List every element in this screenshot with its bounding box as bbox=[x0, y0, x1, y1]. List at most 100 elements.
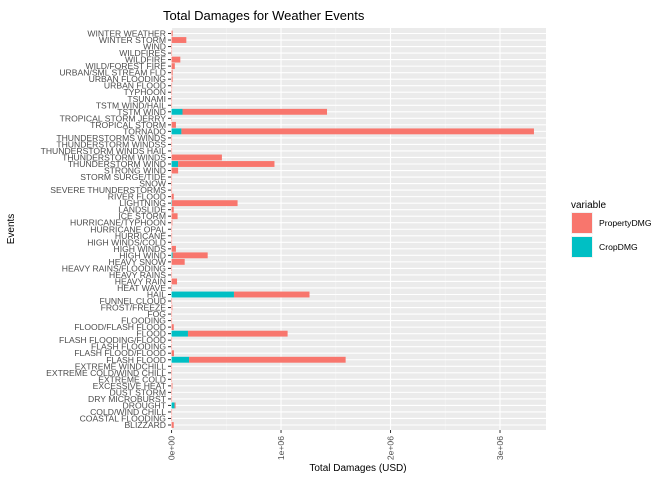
x-tick-label: 3e+06 bbox=[495, 436, 505, 460]
category-label: TROPICAL STORM JERRY bbox=[60, 113, 167, 123]
category-label: RIVER FLOOD bbox=[108, 192, 166, 202]
category-label: WINTER STORM bbox=[99, 35, 166, 45]
category-label: FROST/FREEZE bbox=[101, 303, 167, 313]
category-label: FLASH FLOODING/FLOOD bbox=[59, 335, 166, 345]
bar-cropdmg bbox=[171, 200, 173, 207]
category-label: HEAVY RAIN bbox=[115, 276, 166, 286]
bar-propertydmg bbox=[171, 30, 173, 37]
category-label: WIND bbox=[143, 42, 166, 52]
bar-propertydmg bbox=[172, 252, 208, 259]
category-label: HURRICANE/TYPHOON bbox=[70, 218, 166, 228]
y-axis-title: Events bbox=[6, 214, 17, 245]
bar-propertydmg bbox=[171, 285, 173, 291]
category-label: EXCESSIVE HEAT bbox=[93, 381, 167, 391]
bar-propertydmg bbox=[171, 95, 173, 102]
bar-propertydmg bbox=[171, 134, 173, 141]
category-label: STRONG WIND bbox=[104, 166, 166, 176]
bar-propertydmg bbox=[178, 161, 275, 167]
bar-propertydmg bbox=[171, 245, 176, 252]
bar-propertydmg bbox=[171, 271, 173, 278]
bar-propertydmg bbox=[171, 148, 173, 154]
bar-propertydmg bbox=[171, 102, 173, 109]
category-label: WINTER WEATHER bbox=[87, 29, 166, 39]
category-label: TSUNAMI bbox=[127, 94, 166, 104]
category-label: TSTM WIND/HAIL bbox=[96, 100, 166, 110]
bar-propertydmg bbox=[171, 298, 173, 304]
category-label: TSTM WIND bbox=[117, 107, 166, 117]
bar-propertydmg bbox=[171, 382, 173, 389]
bar-propertydmg bbox=[171, 213, 178, 220]
bar-cropdmg bbox=[171, 128, 182, 135]
legend-swatch bbox=[572, 237, 592, 257]
category-label: DUST STORM bbox=[109, 387, 166, 397]
chart-title: Total Damages for Weather Events bbox=[163, 8, 365, 23]
category-label: FLASH FLOODING bbox=[91, 342, 166, 352]
grid-lines bbox=[170, 28, 546, 430]
category-label: STORM SURGE/TIDE bbox=[80, 172, 166, 182]
bar-propertydmg bbox=[171, 226, 173, 233]
category-label: FUNNEL CLOUD bbox=[99, 296, 166, 306]
category-label: DROUGHT bbox=[123, 400, 167, 410]
bar-propertydmg bbox=[171, 369, 173, 376]
bar-propertydmg bbox=[171, 219, 173, 226]
bar-propertydmg bbox=[171, 343, 173, 350]
category-label: FLASH FLOOD/FLOOD bbox=[74, 348, 166, 358]
category-label: URBAN FLOOD bbox=[104, 81, 166, 91]
bar-propertydmg bbox=[171, 415, 173, 422]
category-label: SEVERE THUNDERSTORMS bbox=[50, 185, 166, 195]
bar-propertydmg bbox=[171, 141, 173, 148]
bar-propertydmg bbox=[171, 317, 173, 324]
bar-propertydmg bbox=[171, 121, 176, 128]
bar-propertydmg bbox=[171, 422, 174, 428]
bar-propertydmg bbox=[171, 56, 181, 63]
category-label: TYPHOON bbox=[124, 87, 167, 97]
category-label: HURRICANE OPAL bbox=[90, 224, 166, 234]
x-axis-title: Total Damages (USD) bbox=[309, 463, 406, 474]
bar-propertydmg bbox=[171, 63, 175, 70]
bar-propertydmg bbox=[233, 291, 310, 298]
category-label: BLIZZARD bbox=[124, 420, 166, 430]
category-label: URBAN FLOODING bbox=[89, 74, 167, 84]
bar-propertydmg bbox=[171, 395, 173, 402]
category-label: TROPICAL STORM bbox=[90, 120, 166, 130]
bar-cropdmg bbox=[171, 402, 175, 409]
bar-propertydmg bbox=[171, 82, 173, 89]
bar-propertydmg bbox=[171, 43, 173, 50]
category-label: WILD/FOREST FIRE bbox=[85, 61, 166, 71]
category-label: FOG bbox=[147, 309, 166, 319]
bar-cropdmg bbox=[171, 161, 179, 167]
bar-propertydmg bbox=[171, 311, 173, 318]
category-label: HIGH WINDS bbox=[113, 244, 166, 254]
bar-propertydmg bbox=[171, 376, 173, 383]
bar-propertydmg bbox=[181, 128, 534, 135]
bar-propertydmg bbox=[171, 363, 173, 370]
bar-propertydmg bbox=[171, 76, 173, 83]
category-label: WILDFIRE bbox=[125, 55, 166, 65]
bar-propertydmg bbox=[171, 89, 173, 96]
category-label: THUNDERSTORM WINDSS bbox=[56, 139, 166, 149]
category-label: FLOODING bbox=[121, 316, 166, 326]
category-label: HEAVY RAINS bbox=[109, 270, 166, 280]
bar-propertydmg bbox=[171, 324, 174, 331]
bar-propertydmg bbox=[171, 350, 174, 357]
bar-propertydmg bbox=[171, 258, 185, 265]
bar-propertydmg bbox=[171, 167, 179, 174]
category-label: HIGH WIND bbox=[119, 250, 166, 260]
x-axis-ticks: 0e+00 1e+06 2e+06 3e+06 bbox=[167, 430, 505, 460]
category-label: FLASH FLOOD bbox=[106, 355, 166, 365]
category-label: THUNDERSTORMS WINDS bbox=[56, 133, 166, 143]
legend-label: PropertyDMG bbox=[599, 218, 652, 228]
bar-propertydmg bbox=[171, 337, 173, 344]
bar-propertydmg bbox=[171, 200, 238, 207]
category-label: URBAN/SML STREAM FLD bbox=[59, 68, 166, 78]
bar-cropdmg bbox=[171, 330, 188, 337]
bar-propertydmg bbox=[171, 50, 173, 57]
bar-propertydmg bbox=[171, 239, 173, 246]
category-label: SNOW bbox=[139, 179, 167, 189]
bar-propertydmg bbox=[187, 330, 288, 337]
legend-label: CropDMG bbox=[599, 242, 638, 252]
bar-cropdmg bbox=[171, 291, 234, 298]
category-label: HIGH WINDS/COLD bbox=[87, 237, 166, 247]
